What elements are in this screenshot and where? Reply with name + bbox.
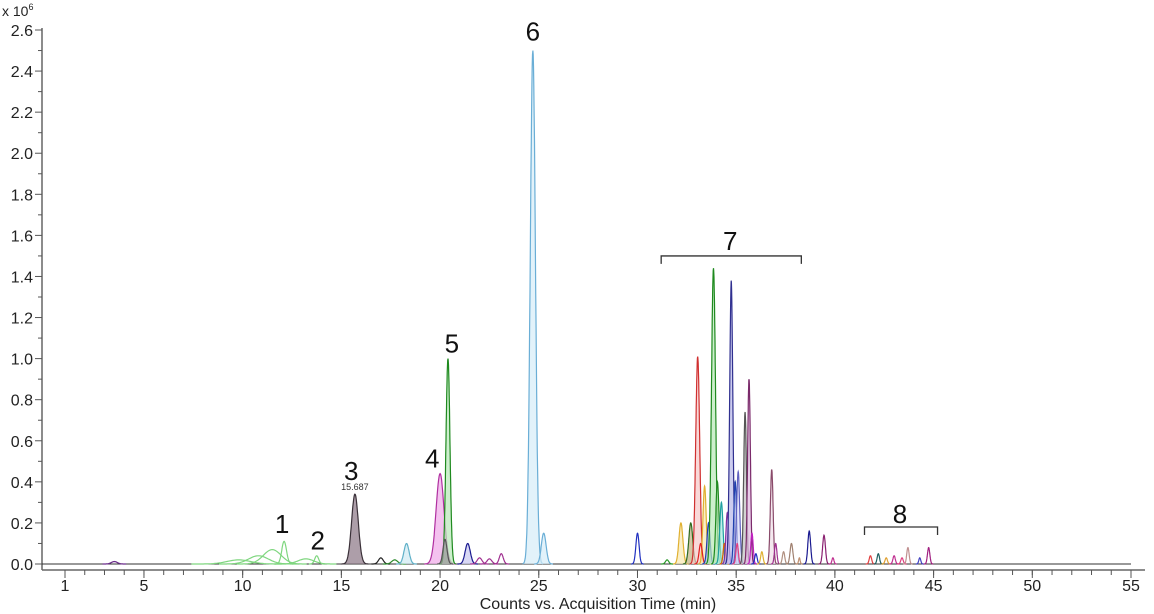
- y-tick-label: 2.2: [11, 105, 33, 122]
- peak-trace: [437, 538, 453, 565]
- peak-fill: [715, 502, 728, 564]
- peak-fill: [729, 481, 741, 564]
- peak-trace: [747, 532, 757, 565]
- peak-fill: [673, 522, 689, 564]
- peak-trace: [522, 50, 544, 565]
- peak-trace: [631, 532, 644, 565]
- y-tick-label: 2.6: [11, 23, 33, 40]
- peak-trace: [796, 556, 803, 565]
- peak-fill: [396, 543, 417, 564]
- group-bracket: [863, 526, 939, 536]
- annotations: 12 3 4 5 6 7 8 15.687: [275, 16, 939, 556]
- peak-trace: [915, 556, 924, 565]
- peak-trace: [396, 542, 417, 565]
- peak-trace: [534, 532, 553, 565]
- peak-label: 2: [310, 526, 324, 556]
- group-bracket: [660, 255, 802, 264]
- peak-trace: [493, 553, 510, 565]
- y-tick-label: 1.8: [11, 187, 33, 204]
- peak-trace: [743, 379, 755, 565]
- peak-trace: [470, 557, 489, 565]
- peak-label: 8: [893, 499, 907, 529]
- peak-trace: [765, 469, 778, 565]
- y-tick-label: 2.0: [11, 146, 33, 163]
- peak-fill: [705, 268, 722, 564]
- y-tick-label: 0.6: [11, 434, 33, 451]
- x-tick-label: 50: [1023, 578, 1041, 595]
- peak-fill: [711, 481, 724, 564]
- traces: [102, 50, 934, 565]
- peak-trace: [191, 559, 287, 565]
- peak-label: 7: [723, 226, 737, 256]
- x-tick-label: 55: [1122, 578, 1140, 595]
- peak-fill: [437, 539, 453, 564]
- peak-fill: [682, 522, 699, 564]
- peak-fill: [457, 543, 478, 564]
- x-tick-label: 35: [727, 578, 745, 595]
- peak-fill: [698, 486, 711, 564]
- peak-trace: [803, 529, 815, 565]
- x-tick-label: 45: [925, 578, 943, 595]
- x-tick-label: 5: [140, 578, 149, 595]
- peak-time-label: 15.687: [341, 482, 369, 492]
- peak-trace: [308, 555, 325, 565]
- peak-trace: [236, 548, 307, 565]
- peak-trace: [818, 533, 830, 565]
- peak-trace: [923, 546, 934, 565]
- x-tick-label: 1: [61, 578, 70, 595]
- x-tick-label: 25: [530, 578, 548, 595]
- peak-label: 1: [275, 509, 289, 539]
- y-tick-label: 1.0: [11, 352, 33, 369]
- peak-label: 6: [526, 16, 540, 46]
- peak-label: 4: [425, 443, 439, 473]
- y-tick-label: 1.2: [11, 311, 33, 328]
- x-tick-label: 40: [826, 578, 844, 595]
- peak-fill: [689, 356, 706, 564]
- axes: 0.0 0.2 0.4 0.6 0.8 1.0 1.2 1.4 1.6 1.8 2.0 2.2 2.4 2…: [11, 23, 1145, 595]
- peak-trace: [873, 552, 883, 565]
- x-tick-label: 10: [234, 578, 252, 595]
- peak-trace: [274, 558, 337, 565]
- peak-fill: [522, 50, 544, 564]
- x-tick-label: 15: [332, 578, 350, 595]
- y-tick-label: 2.4: [11, 64, 33, 81]
- peak-fill: [341, 494, 369, 564]
- peak-trace: [778, 550, 789, 565]
- peak-trace: [881, 557, 891, 565]
- peak-trace: [770, 542, 781, 565]
- y-tick-label: 0.0: [11, 557, 33, 574]
- y-tick-label: 0.4: [11, 475, 33, 492]
- y-tick-label: 1.6: [11, 228, 33, 245]
- peak-label: 5: [445, 328, 459, 358]
- peak-trace: [102, 560, 127, 565]
- peak-fill: [743, 379, 755, 564]
- peak-trace: [865, 555, 875, 565]
- y-tick-label: 1.4: [11, 269, 33, 286]
- y-tick-label: 0.2: [11, 516, 33, 533]
- peak-fill: [440, 358, 456, 564]
- peak-label: 3: [344, 456, 358, 486]
- peak-trace: [341, 493, 369, 565]
- peak-fill: [766, 469, 778, 564]
- peak-trace: [274, 540, 294, 565]
- peak-trace: [785, 542, 797, 565]
- peak-trace: [889, 555, 899, 565]
- peak-trace: [660, 559, 674, 565]
- peak-trace: [371, 557, 390, 565]
- y-tick-label: 0.8: [11, 393, 33, 410]
- peak-fill: [724, 280, 738, 564]
- x-tick-label: 30: [629, 578, 647, 595]
- peak-trace: [757, 550, 767, 565]
- peak-trace: [903, 546, 913, 565]
- x-tick-label: 20: [431, 578, 449, 595]
- peak-trace: [829, 556, 837, 565]
- peak-fill: [731, 471, 745, 564]
- peak-fill: [739, 412, 751, 564]
- y-multiplier: x 106: [2, 2, 33, 19]
- peak-fill: [424, 473, 456, 564]
- peak-fill: [534, 533, 554, 564]
- x-axis-title: Counts vs. Acquisition Time (min): [480, 596, 717, 613]
